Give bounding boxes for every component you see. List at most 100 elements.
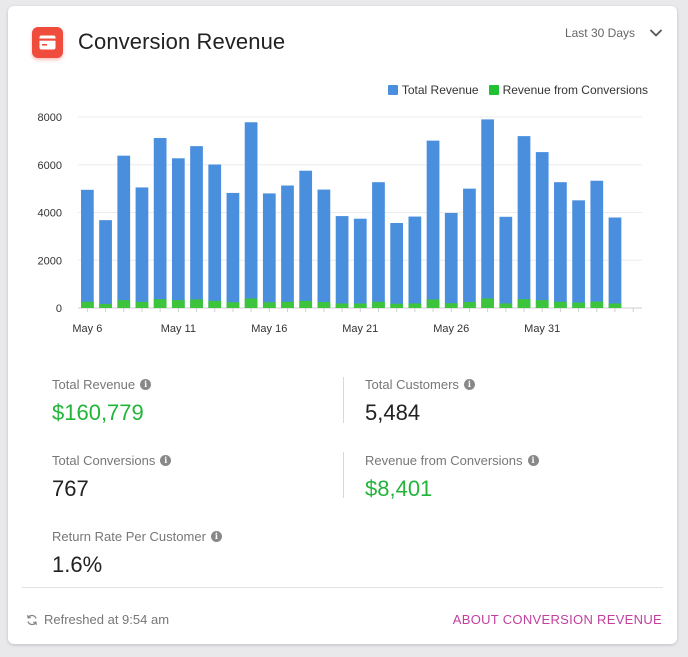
- x-tick-label: May 11: [161, 323, 196, 335]
- y-tick-label: 4000: [38, 208, 62, 220]
- info-icon[interactable]: i: [140, 379, 152, 390]
- bar-revenue-from-conversions[interactable]: [190, 299, 203, 308]
- date-range-dropdown[interactable]: Last 30 Days: [565, 22, 663, 44]
- bar-revenue-from-conversions[interactable]: [226, 302, 240, 308]
- bar-revenue-from-conversions[interactable]: [317, 302, 331, 308]
- bar-revenue-from-conversions[interactable]: [299, 300, 313, 308]
- bar-revenue-from-conversions[interactable]: [499, 303, 513, 308]
- bar-revenue-from-conversions[interactable]: [99, 303, 112, 308]
- bar-revenue-from-conversions[interactable]: [390, 303, 404, 308]
- chart-legend: Total Revenue Revenue from Conversions: [378, 83, 648, 97]
- bar-revenue-from-conversions[interactable]: [554, 301, 567, 308]
- x-tick-label: May 21: [342, 323, 378, 335]
- y-tick-label: 8000: [38, 112, 62, 124]
- info-icon[interactable]: i: [463, 379, 475, 390]
- bar-total-revenue[interactable]: [208, 164, 222, 308]
- info-icon[interactable]: i: [160, 455, 172, 466]
- bar-total-revenue[interactable]: [463, 188, 476, 308]
- x-tick-label: May 26: [433, 323, 469, 335]
- stat-divider: [343, 452, 344, 498]
- bar-revenue-from-conversions[interactable]: [208, 300, 222, 308]
- bar-total-revenue[interactable]: [117, 155, 131, 308]
- bar-total-revenue[interactable]: [572, 200, 585, 308]
- bar-total-revenue[interactable]: [99, 220, 112, 308]
- bar-revenue-from-conversions[interactable]: [426, 299, 440, 308]
- bar-total-revenue[interactable]: [190, 146, 203, 308]
- y-tick-label: 6000: [38, 160, 62, 172]
- bar-total-revenue[interactable]: [481, 119, 494, 308]
- bar-total-revenue[interactable]: [554, 182, 567, 308]
- bar-revenue-from-conversions[interactable]: [171, 300, 185, 308]
- bar-total-revenue[interactable]: [408, 216, 422, 308]
- credit-card-icon: [32, 27, 63, 58]
- stat-divider: [343, 377, 344, 423]
- bar-total-revenue[interactable]: [171, 158, 185, 308]
- bar-revenue-from-conversions[interactable]: [81, 301, 94, 308]
- bar-total-revenue[interactable]: [299, 170, 313, 308]
- bar-revenue-from-conversions[interactable]: [408, 303, 422, 308]
- bar-revenue-from-conversions[interactable]: [244, 298, 258, 308]
- bar-revenue-from-conversions[interactable]: [372, 301, 385, 308]
- bar-total-revenue[interactable]: [281, 185, 294, 308]
- stat-total-customers: Total Customers i 5,484: [365, 377, 475, 426]
- refresh-icon: [26, 614, 38, 625]
- bar-revenue-from-conversions[interactable]: [153, 299, 167, 308]
- bar-revenue-from-conversions[interactable]: [353, 303, 367, 308]
- legend-item-revenue-from-conversions[interactable]: Revenue from Conversions: [488, 83, 648, 97]
- bar-total-revenue[interactable]: [262, 193, 276, 308]
- x-tick-label: May 6: [72, 323, 102, 335]
- stat-value-revenue-from-conversions: $8,401: [365, 476, 433, 501]
- bar-total-revenue[interactable]: [372, 182, 385, 308]
- bar-total-revenue[interactable]: [590, 180, 604, 308]
- stat-label-return-rate: Return Rate Per Customer: [52, 529, 206, 544]
- bar-revenue-from-conversions[interactable]: [335, 303, 349, 308]
- bar-revenue-from-conversions[interactable]: [135, 301, 149, 308]
- bar-total-revenue[interactable]: [444, 212, 458, 308]
- bar-total-revenue[interactable]: [335, 216, 349, 308]
- bar-revenue-from-conversions[interactable]: [117, 300, 131, 308]
- info-icon[interactable]: i: [210, 531, 222, 542]
- bar-revenue-from-conversions[interactable]: [608, 303, 622, 308]
- bar-total-revenue[interactable]: [390, 223, 404, 308]
- bar-revenue-from-conversions[interactable]: [481, 298, 494, 308]
- bar-revenue-from-conversions[interactable]: [572, 302, 585, 308]
- bar-total-revenue[interactable]: [535, 152, 549, 308]
- about-conversion-revenue-link[interactable]: ABOUT CONVERSION REVENUE: [452, 612, 662, 627]
- info-icon[interactable]: i: [527, 455, 539, 466]
- stat-label-total-revenue: Total Revenue: [52, 377, 136, 392]
- bar-total-revenue[interactable]: [353, 218, 367, 308]
- conversion-revenue-card: Conversion Revenue Last 30 Days Total Re…: [8, 6, 677, 644]
- legend-swatch-revenue-from-conversions: [488, 85, 499, 95]
- x-tick-label: May 31: [524, 323, 560, 335]
- refresh-status[interactable]: Refreshed at 9:54 am: [26, 612, 169, 627]
- bar-total-revenue[interactable]: [499, 216, 513, 308]
- bar-total-revenue[interactable]: [517, 136, 531, 308]
- legend-item-total-revenue[interactable]: Total Revenue: [387, 83, 479, 97]
- stat-total-conversions: Total Conversions i 767: [52, 453, 172, 502]
- bar-revenue-from-conversions[interactable]: [463, 302, 476, 308]
- bar-total-revenue[interactable]: [153, 138, 167, 308]
- bar-total-revenue[interactable]: [426, 140, 440, 308]
- bar-revenue-from-conversions[interactable]: [590, 301, 604, 308]
- bar-revenue-from-conversions[interactable]: [281, 301, 294, 308]
- stat-return-rate: Return Rate Per Customer i 1.6%: [52, 529, 222, 578]
- y-tick-label: 2000: [38, 255, 62, 267]
- refreshed-text: Refreshed at 9:54 am: [44, 612, 170, 627]
- bar-revenue-from-conversions[interactable]: [444, 303, 458, 308]
- stat-value-total-conversions: 767: [52, 476, 89, 501]
- revenue-bar-chart: 8000 6000 4000 2000 0 May 6 May 11 May 16 May 21…: [38, 112, 642, 335]
- bar-total-revenue[interactable]: [317, 189, 331, 308]
- bar-total-revenue[interactable]: [244, 122, 258, 308]
- legend-label-revenue-from-conversions: Revenue from Conversions: [502, 83, 648, 97]
- date-range-label: Last 30 Days: [564, 26, 635, 40]
- bar-total-revenue[interactable]: [81, 189, 94, 308]
- stat-label-revenue-from-conversions: Revenue from Conversions: [365, 453, 523, 468]
- footer-divider: [22, 587, 663, 588]
- bar-total-revenue[interactable]: [608, 217, 622, 308]
- bar-revenue-from-conversions[interactable]: [262, 302, 276, 308]
- bar-revenue-from-conversions[interactable]: [517, 299, 531, 308]
- bar-revenue-from-conversions[interactable]: [535, 300, 549, 308]
- bar-total-revenue[interactable]: [135, 187, 149, 308]
- legend-swatch-total-revenue: [387, 85, 398, 95]
- bar-total-revenue[interactable]: [226, 192, 240, 308]
